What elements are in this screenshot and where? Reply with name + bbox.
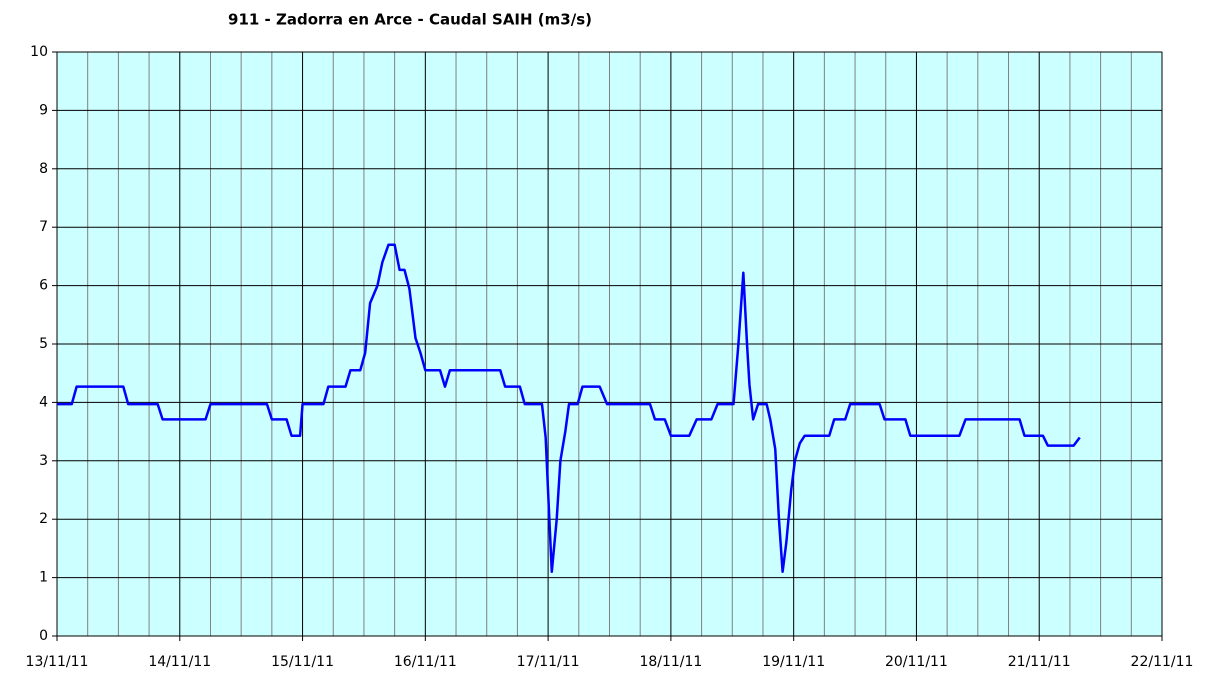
x-tick-label: 13/11/11 xyxy=(26,654,89,670)
y-tick-label: 9 xyxy=(39,102,48,118)
x-tick-label: 22/11/11 xyxy=(1131,654,1194,670)
data-line xyxy=(57,243,1081,574)
x-tick-label: 19/11/11 xyxy=(762,654,825,670)
y-tick-label: 4 xyxy=(39,394,48,410)
y-tick-label: 3 xyxy=(39,453,48,469)
y-tick-label: 5 xyxy=(39,336,48,352)
x-tick-label: 18/11/11 xyxy=(639,654,702,670)
x-tick-label: 14/11/11 xyxy=(148,654,211,670)
x-tick-label: 17/11/11 xyxy=(517,654,580,670)
y-tick-label: 7 xyxy=(39,219,48,235)
chart-title: 911 - Zadorra en Arce - Caudal SAIH (m3/… xyxy=(228,11,592,29)
y-tick-label: 0 xyxy=(39,628,48,644)
y-tick-label: 2 xyxy=(39,511,48,527)
y-tick-label: 8 xyxy=(39,161,48,177)
y-tick-label: 10 xyxy=(30,44,48,60)
y-tick-label: 6 xyxy=(39,278,48,294)
x-tick-label: 20/11/11 xyxy=(885,654,948,670)
y-tick-label: 1 xyxy=(39,570,48,586)
x-tick-label: 15/11/11 xyxy=(271,654,334,670)
x-tick-label: 16/11/11 xyxy=(394,654,457,670)
x-tick-label: 21/11/11 xyxy=(1008,654,1071,670)
